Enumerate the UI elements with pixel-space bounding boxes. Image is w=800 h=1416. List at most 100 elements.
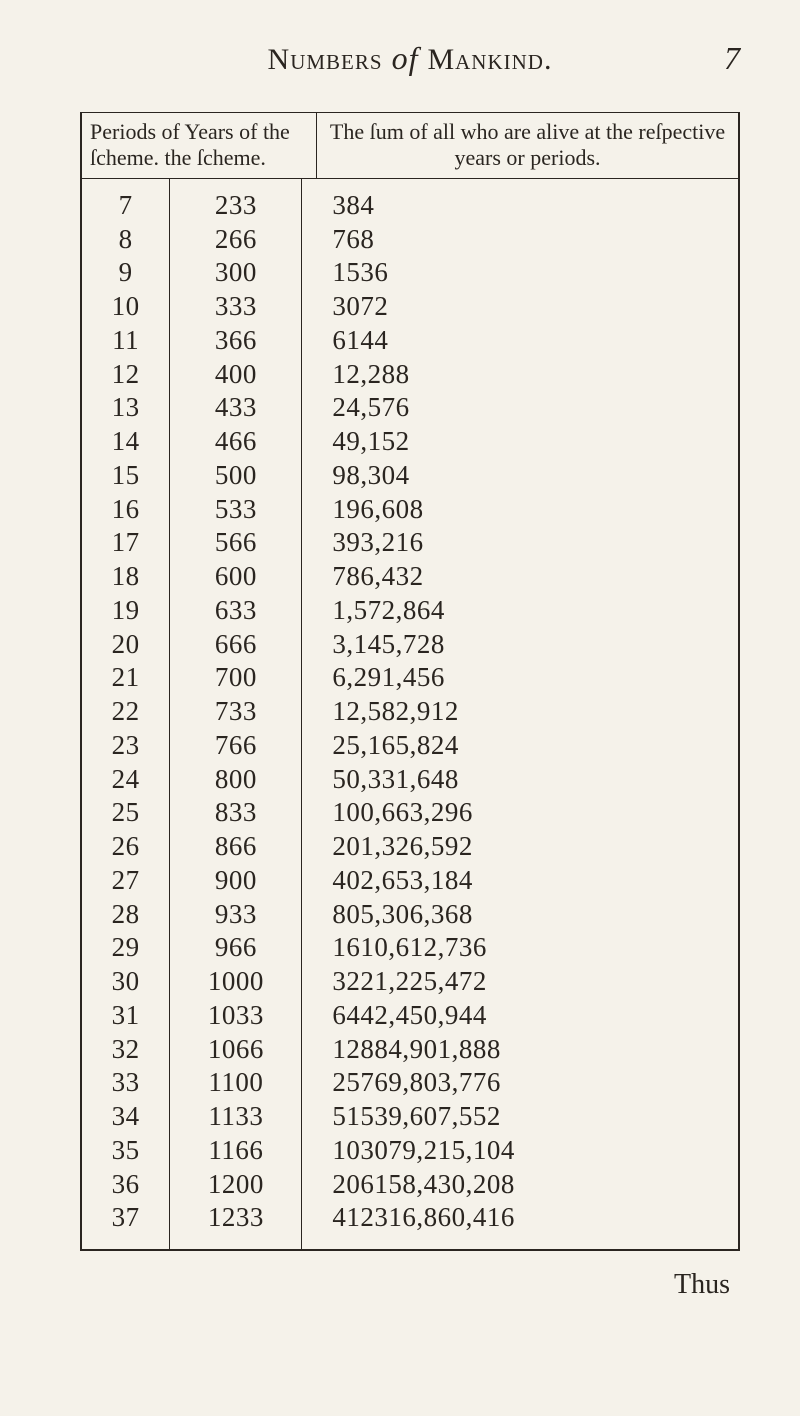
sum-cell: 50,331,648 — [332, 763, 738, 797]
period-cell: 19 — [82, 594, 169, 628]
years-cell: 1000 — [170, 965, 301, 999]
sum-cell: 6,291,456 — [332, 661, 738, 695]
years-cell: 1066 — [170, 1033, 301, 1067]
period-cell: 20 — [82, 628, 169, 662]
years-cell: 366 — [170, 324, 301, 358]
period-cell: 7 — [82, 189, 169, 223]
sum-cell: 805,306,368 — [332, 898, 738, 932]
sum-cell: 12884,901,888 — [332, 1033, 738, 1067]
column-periods: 789101112131415161718192021222324252627 2… — [82, 179, 170, 1249]
years-cell: 866 — [170, 830, 301, 864]
page-number: 7 — [700, 40, 740, 77]
years-cell: 800 — [170, 763, 301, 797]
period-cell: 12 — [82, 358, 169, 392]
sum-cell: 51539,607,552 — [332, 1100, 738, 1134]
years-cell: 733 — [170, 695, 301, 729]
years-cell: 700 — [170, 661, 301, 695]
running-header: Numbers of Mankind. 7 — [80, 40, 740, 77]
sum-cell: 3221,225,472 — [332, 965, 738, 999]
period-cell: 29 — [82, 931, 169, 965]
years-cell: 433 — [170, 391, 301, 425]
sum-cell: 1610,612,736 — [332, 931, 738, 965]
years-cell: 466 — [170, 425, 301, 459]
period-cell: 34 — [82, 1100, 169, 1134]
column-years: 2332663003333664004334665005335666006336… — [170, 179, 302, 1249]
years-cell: 1233 — [170, 1201, 301, 1235]
years-cell: 833 — [170, 796, 301, 830]
years-cell: 1133 — [170, 1100, 301, 1134]
catchword: Thus — [80, 1269, 740, 1301]
years-cell: 933 — [170, 898, 301, 932]
sum-cell: 6442,450,944 — [332, 999, 738, 1033]
table-header-row: Periods of Years of the ſcheme. the ſche… — [82, 113, 738, 179]
period-cell: 9 — [82, 256, 169, 290]
period-cell: 30 — [82, 965, 169, 999]
period-cell: 36 — [82, 1168, 169, 1202]
sum-cell: 201,326,592 — [332, 830, 738, 864]
column-sum: 38476815363072614412,28824,57649,15298,3… — [302, 179, 738, 1249]
sum-cell: 402,653,184 — [332, 864, 738, 898]
sum-cell: 25,165,824 — [332, 729, 738, 763]
sum-cell: 49,152 — [332, 425, 738, 459]
sum-cell: 206158,430,208 — [332, 1168, 738, 1202]
period-cell: 26 — [82, 830, 169, 864]
years-cell: 233 — [170, 189, 301, 223]
period-cell: 18 — [82, 560, 169, 594]
sum-cell: 24,576 — [332, 391, 738, 425]
period-cell: 17 — [82, 526, 169, 560]
years-cell: 600 — [170, 560, 301, 594]
title-word-numbers: Numbers — [268, 43, 383, 76]
period-cell: 27 — [82, 864, 169, 898]
years-cell: 533 — [170, 493, 301, 527]
sum-cell: 12,582,912 — [332, 695, 738, 729]
period-cell: 37 — [82, 1201, 169, 1235]
years-cell: 633 — [170, 594, 301, 628]
years-cell: 1033 — [170, 999, 301, 1033]
period-cell: 21 — [82, 661, 169, 695]
sum-cell: 412316,860,416 — [332, 1201, 738, 1235]
sum-cell: 393,216 — [332, 526, 738, 560]
title-word-of: of — [383, 40, 428, 76]
sum-cell: 100,663,296 — [332, 796, 738, 830]
period-cell: 15 — [82, 459, 169, 493]
years-cell: 566 — [170, 526, 301, 560]
years-cell: 266 — [170, 223, 301, 257]
sum-cell: 786,432 — [332, 560, 738, 594]
years-cell: 966 — [170, 931, 301, 965]
sum-cell: 768 — [332, 223, 738, 257]
period-cell: 14 — [82, 425, 169, 459]
sum-cell: 12,288 — [332, 358, 738, 392]
years-cell: 766 — [170, 729, 301, 763]
period-cell: 24 — [82, 763, 169, 797]
sum-cell: 98,304 — [332, 459, 738, 493]
sum-cell: 3072 — [332, 290, 738, 324]
sum-cell: 196,608 — [332, 493, 738, 527]
years-cell: 1200 — [170, 1168, 301, 1202]
period-cell: 13 — [82, 391, 169, 425]
sum-cell: 384 — [332, 189, 738, 223]
years-cell: 333 — [170, 290, 301, 324]
period-cell: 22 — [82, 695, 169, 729]
sum-cell: 1536 — [332, 256, 738, 290]
period-cell: 31 — [82, 999, 169, 1033]
years-cell: 1100 — [170, 1066, 301, 1100]
sum-cell: 25769,803,776 — [332, 1066, 738, 1100]
table-body: 7891011121314151617181920212223242526272… — [82, 179, 738, 1249]
population-table: Periods of Years of the ſcheme. the ſche… — [80, 112, 740, 1251]
period-cell: 35 — [82, 1134, 169, 1168]
years-cell: 1166 — [170, 1134, 301, 1168]
sum-cell: 103079,215,104 — [332, 1134, 738, 1168]
header-sum: The ſum of all who are alive at the reſp… — [317, 113, 738, 178]
period-cell: 8 — [82, 223, 169, 257]
period-cell: 10 — [82, 290, 169, 324]
period-cell: 11 — [82, 324, 169, 358]
period-cell: 23 — [82, 729, 169, 763]
sum-cell: 1,572,864 — [332, 594, 738, 628]
period-cell: 16 — [82, 493, 169, 527]
title-word-mankind: Mankind. — [427, 43, 552, 76]
years-cell: 500 — [170, 459, 301, 493]
period-cell: 25 — [82, 796, 169, 830]
sum-cell: 6144 — [332, 324, 738, 358]
period-cell: 33 — [82, 1066, 169, 1100]
years-cell: 900 — [170, 864, 301, 898]
